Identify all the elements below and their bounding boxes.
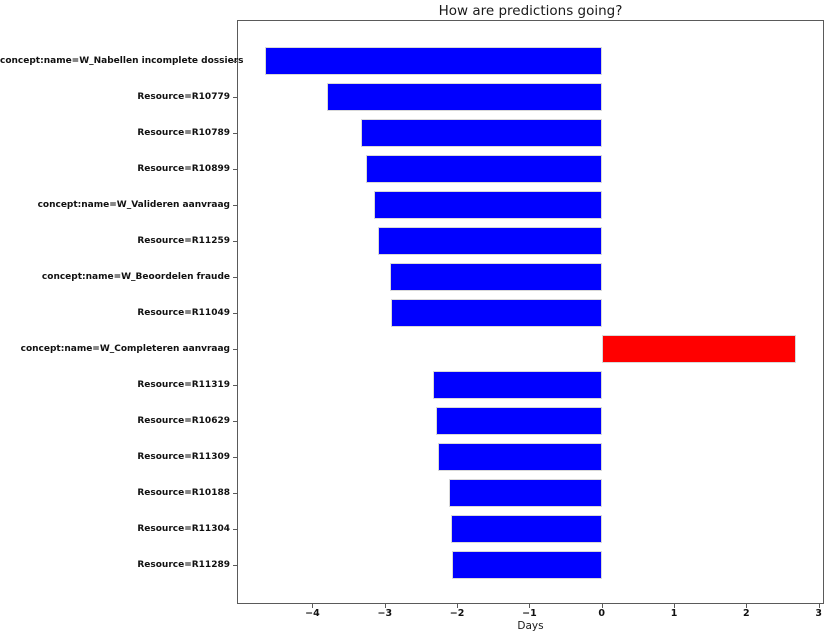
y-tick-mark bbox=[233, 169, 237, 170]
bar bbox=[389, 263, 602, 291]
y-tick-mark bbox=[233, 241, 237, 242]
y-tick-label: Resource=R10789 bbox=[137, 128, 230, 138]
x-tick-mark bbox=[746, 604, 748, 608]
bar bbox=[360, 119, 602, 147]
x-tick-label: −2 bbox=[449, 608, 465, 619]
y-tick-mark bbox=[233, 205, 237, 206]
y-tick-mark bbox=[233, 385, 237, 386]
y-tick-label: Resource=R11049 bbox=[137, 308, 230, 318]
y-tick-label: Resource=R10779 bbox=[137, 92, 230, 102]
x-tick-mark bbox=[529, 604, 531, 608]
bar bbox=[390, 299, 602, 327]
chart-title: How are predictions going? bbox=[438, 3, 623, 19]
y-tick-mark bbox=[233, 61, 237, 62]
x-tick-mark bbox=[384, 604, 386, 608]
x-axis-title: Days bbox=[517, 620, 544, 632]
y-tick-mark bbox=[233, 133, 237, 134]
bar bbox=[436, 407, 602, 435]
bar bbox=[452, 551, 602, 579]
y-tick-mark bbox=[233, 493, 237, 494]
y-tick-label: Resource=R11289 bbox=[137, 560, 230, 570]
y-tick-mark bbox=[233, 277, 237, 278]
y-tick-mark bbox=[233, 349, 237, 350]
y-tick-label: Resource=R11319 bbox=[137, 380, 230, 390]
y-tick-mark bbox=[233, 97, 237, 98]
bar bbox=[373, 191, 602, 219]
bar bbox=[326, 83, 602, 111]
bar bbox=[365, 155, 602, 183]
y-tick-mark bbox=[233, 529, 237, 530]
x-tick-label: −4 bbox=[305, 608, 320, 619]
x-tick-mark bbox=[818, 604, 820, 608]
y-tick-label: concept:name=W_Valideren aanvraag bbox=[37, 200, 230, 210]
y-tick-mark bbox=[233, 313, 237, 314]
x-tick-label: 2 bbox=[743, 608, 750, 619]
y-tick-mark bbox=[233, 421, 237, 422]
y-tick-mark bbox=[233, 565, 237, 566]
bar bbox=[601, 335, 797, 363]
bar bbox=[450, 515, 602, 543]
x-tick-label: 0 bbox=[598, 608, 606, 619]
y-tick-label: Resource=R10629 bbox=[137, 416, 230, 426]
x-tick-label: 3 bbox=[815, 608, 822, 619]
x-tick-mark bbox=[312, 604, 314, 608]
y-tick-label: Resource=R11259 bbox=[137, 236, 230, 246]
x-tick-mark bbox=[457, 604, 459, 608]
bar bbox=[378, 227, 602, 255]
x-tick-mark bbox=[601, 604, 603, 608]
bar bbox=[264, 47, 602, 75]
bar bbox=[432, 371, 602, 399]
bar bbox=[438, 443, 602, 471]
y-tick-label: concept:name=W_Completeren aanvraag bbox=[20, 344, 230, 354]
y-tick-label: Resource=R10899 bbox=[137, 164, 230, 174]
y-tick-mark bbox=[233, 457, 237, 458]
y-tick-label: Resource=R11304 bbox=[137, 524, 230, 534]
x-tick-label: −1 bbox=[522, 608, 537, 619]
y-tick-label: Resource=R11309 bbox=[137, 452, 230, 462]
y-tick-label: concept:name=W_Nabellen incomplete dossi… bbox=[0, 56, 244, 66]
x-tick-label: 1 bbox=[670, 608, 678, 619]
x-tick-mark bbox=[674, 604, 676, 608]
x-tick-label: −3 bbox=[377, 608, 393, 619]
y-tick-label: Resource=R10188 bbox=[137, 488, 230, 498]
bar bbox=[449, 479, 602, 507]
y-tick-label: concept:name=W_Beoordelen fraude bbox=[41, 272, 230, 282]
